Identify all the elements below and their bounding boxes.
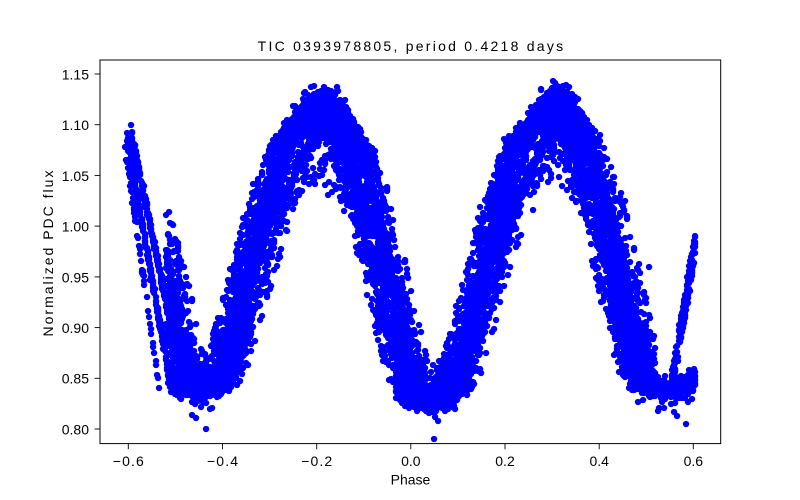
svg-text:−0.6: −0.6 xyxy=(113,453,144,469)
svg-text:0.90: 0.90 xyxy=(62,320,89,336)
svg-text:0.85: 0.85 xyxy=(62,371,89,387)
svg-text:1.10: 1.10 xyxy=(62,117,89,133)
svg-text:−0.4: −0.4 xyxy=(207,453,238,469)
svg-text:1.00: 1.00 xyxy=(62,219,89,235)
svg-text:−0.2: −0.2 xyxy=(301,453,332,469)
svg-text:0.4: 0.4 xyxy=(589,453,609,469)
svg-text:0.6: 0.6 xyxy=(684,453,704,469)
svg-text:1.05: 1.05 xyxy=(62,168,89,184)
svg-text:0.95: 0.95 xyxy=(62,269,89,285)
svg-text:1.15: 1.15 xyxy=(62,66,89,82)
svg-text:0.0: 0.0 xyxy=(401,453,421,469)
svg-text:Normalized PDC flux: Normalized PDC flux xyxy=(40,169,56,337)
svg-text:0.2: 0.2 xyxy=(495,453,515,469)
svg-text:Phase: Phase xyxy=(391,472,431,488)
svg-text:0.80: 0.80 xyxy=(62,421,89,437)
svg-text:TIC 0393978805, period 0.4218: TIC 0393978805, period 0.4218 days xyxy=(258,38,566,54)
